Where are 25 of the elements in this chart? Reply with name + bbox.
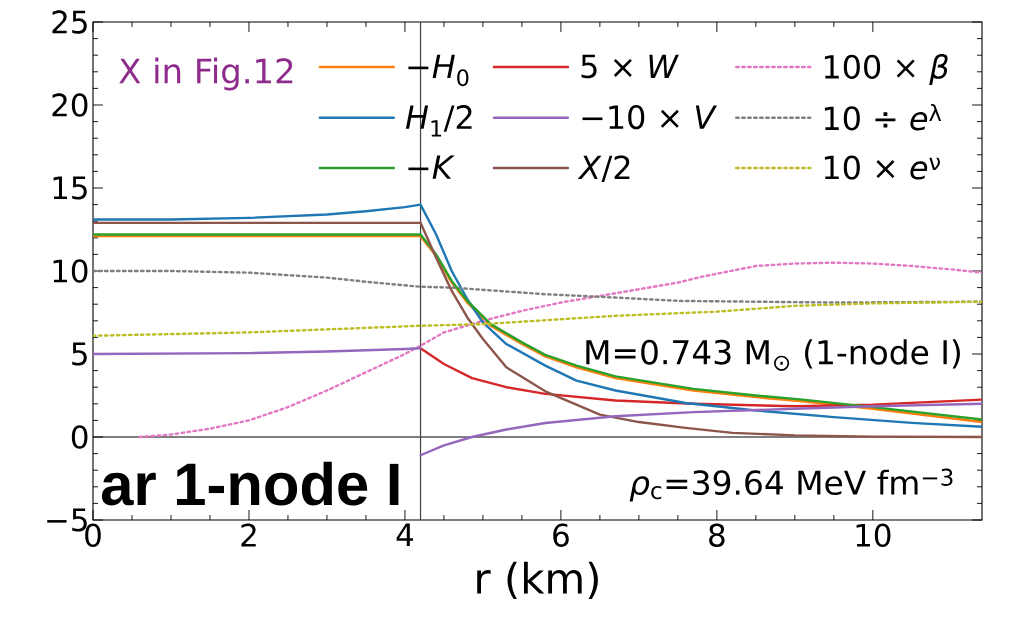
annotation: ar 1-node I [101,461,399,506]
x-tick-label: 6 [553,523,569,547]
annotation: X in Fig.12 [119,57,293,91]
x-tick-label: 4 [396,523,414,547]
y-tick-label: 5 [72,342,87,366]
legend-label: 10 ÷ e$^{λ}$ [824,103,942,131]
annotation: ρ$_{c}$=39.64 MeV fm$^{−3}$ [629,468,953,502]
legend-label: −10 × V [582,105,718,130]
y-tick-label: 10 [53,259,88,283]
y-tick-label: 15 [53,176,87,200]
x-tick-label: 8 [709,523,725,547]
legend-label: 100 × β [824,54,948,86]
annotation: M=0.743 M$_{⊙}$ (1-node I) [586,339,960,371]
y-tick-label: 0 [71,425,88,449]
y-tick-label: 25 [52,10,87,34]
legend-label: X/2 [577,155,630,183]
x-axis-title: r (km) [477,561,598,600]
y-tick-label: 20 [52,93,88,117]
x-tick-label: 2 [241,523,256,547]
legend-label: 5 × W [581,54,679,79]
legend-label: −K [408,155,455,179]
legend-label: −H$_{0}$ [408,54,469,87]
x-tick-label: 10 [856,523,891,547]
y-tick-label: −5 [47,508,87,532]
legend-label: 10 × e$^{ν}$ [824,155,940,180]
